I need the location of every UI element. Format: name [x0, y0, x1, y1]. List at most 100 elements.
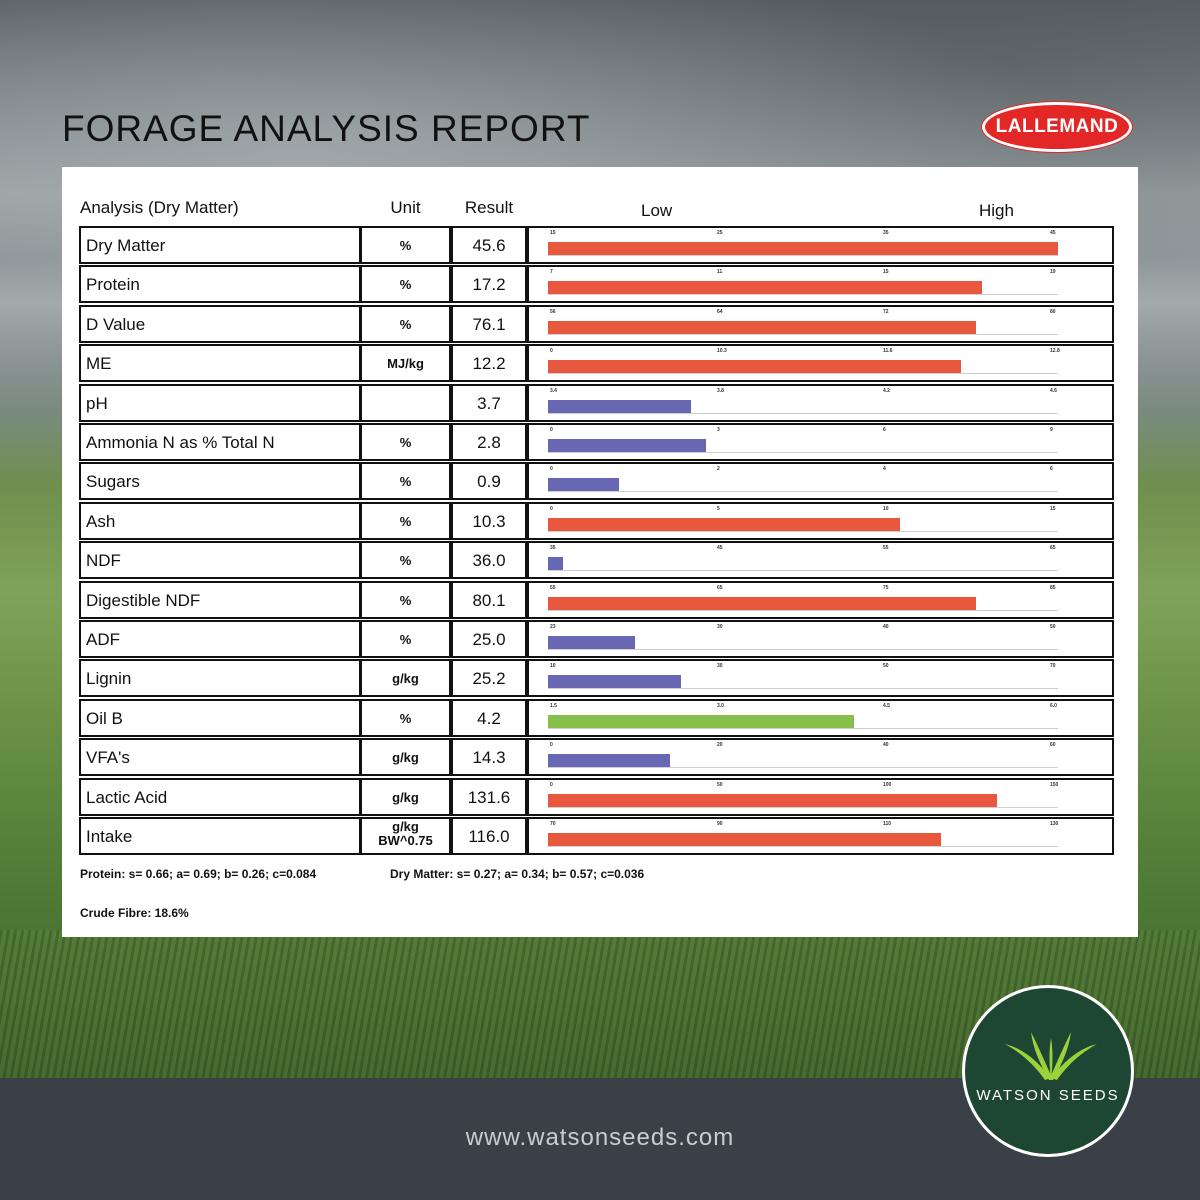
scale-tick-label: 70 [1050, 663, 1056, 669]
scale-tick-label: 4.5 [883, 703, 890, 709]
scale-tick-label: 0 [550, 427, 553, 433]
scale-tick-label: 0 [550, 782, 553, 788]
scale-tick-label: 10 [883, 506, 889, 512]
analysis-name: Dry Matter [86, 236, 166, 255]
scale-tick-label: 9 [1050, 427, 1053, 433]
analysis-name: pH [86, 394, 108, 413]
row-cell-bar [527, 541, 1114, 579]
row-cell-res [451, 226, 527, 264]
analysis-name: Lignin [86, 669, 132, 688]
scale-tick-label: 1.5 [550, 703, 557, 709]
result-bar [548, 360, 961, 373]
scale-tick-label: 10 [550, 663, 556, 669]
row-cell-name [79, 738, 361, 776]
row-cell-res [451, 817, 527, 855]
row-cell-res [451, 778, 527, 816]
scale-tick-label: 35 [550, 545, 556, 551]
unit-value: g/kg BW^0.75 [378, 819, 433, 848]
crude-fibre-note: Crude Fibre: 18.6% [80, 906, 189, 920]
scale-tick-label: 150 [1050, 782, 1059, 788]
scale-tick-label: 7 [550, 269, 553, 275]
row-cell-unit [360, 541, 451, 579]
header-result: Result [464, 198, 514, 217]
scale-tick-label: 90 [717, 821, 723, 827]
result-bar [548, 675, 681, 688]
bar-baseline [548, 531, 1058, 532]
unit-value: g/kg [392, 790, 419, 805]
header-unit: Unit [390, 198, 421, 217]
analysis-name: ME [86, 354, 112, 373]
result-value: 116.0 [468, 827, 510, 846]
scale-tick-label: 55 [883, 545, 889, 551]
row-cell-name [79, 620, 361, 658]
bar-baseline [548, 649, 1058, 650]
analysis-name: ADF [86, 630, 120, 649]
scale-tick-label: 6.0 [1050, 703, 1057, 709]
bar-baseline [548, 255, 1058, 256]
result-value: 25.2 [472, 669, 506, 688]
row-cell-unit [360, 738, 451, 776]
result-bar [548, 754, 670, 767]
scale-tick-label: 3.0 [717, 703, 724, 709]
scale-tick-label: 40 [883, 742, 889, 748]
scale-tick-label: 10.3 [717, 348, 727, 354]
result-bar [548, 833, 941, 846]
bar-baseline [548, 767, 1058, 768]
scale-tick-label: 12.8 [1050, 348, 1060, 354]
analysis-name: VFA's [86, 748, 130, 767]
result-value: 12.2 [472, 354, 506, 373]
result-value: 36.0 [472, 551, 506, 570]
scale-tick-label: 5 [717, 506, 720, 512]
footer-url[interactable]: www.watsonseeds.com [465, 1124, 735, 1151]
result-value: 80.1 [472, 591, 506, 610]
row-cell-name [79, 384, 361, 422]
result-bar [548, 715, 854, 728]
scale-tick-label: 23 [550, 624, 556, 630]
analysis-name: Ammonia N as % Total N [86, 433, 275, 452]
scale-tick-label: 80 [1050, 309, 1056, 315]
watson-seeds-logo [962, 985, 1134, 1157]
scale-tick-label: 15 [550, 230, 556, 236]
row-cell-res [451, 344, 527, 382]
result-bar [548, 478, 619, 491]
scale-tick-label: 15 [1050, 506, 1056, 512]
row-cell-unit [360, 226, 451, 264]
scale-tick-label: 45 [717, 545, 723, 551]
bar-baseline [548, 688, 1058, 689]
scale-tick-label: 3.4 [550, 388, 557, 394]
row-cell-unit [360, 344, 451, 382]
result-value: 131.6 [467, 788, 511, 807]
scale-tick-label: 4.6 [1050, 388, 1057, 394]
scale-tick-label: 19 [1050, 269, 1056, 275]
unit-value: % [399, 435, 412, 450]
row-cell-res [451, 384, 527, 422]
analysis-name: D Value [86, 315, 146, 334]
scale-tick-label: 64 [717, 309, 723, 315]
row-cell-name [79, 462, 361, 500]
scale-tick-label: 100 [883, 782, 892, 788]
bar-baseline [548, 373, 1058, 374]
analysis-name: Sugars [86, 472, 140, 491]
bar-baseline [548, 570, 1058, 571]
bar-baseline [548, 294, 1058, 295]
scale-tick-label: 30 [717, 663, 723, 669]
row-cell-name [79, 305, 361, 343]
scale-tick-label: 11.6 [883, 348, 893, 354]
result-bar [548, 400, 691, 413]
row-cell-unit [360, 620, 451, 658]
result-bar [548, 557, 563, 570]
analysis-name: Intake [86, 827, 133, 846]
lallemand-logo: LALLEMAND [982, 102, 1132, 152]
result-value: 14.3 [472, 748, 506, 767]
row-cell-name [79, 817, 361, 855]
bar-baseline [548, 491, 1058, 492]
unit-value: g/kg [392, 671, 419, 686]
grass-icon [1005, 1032, 1097, 1080]
row-cell-res [451, 659, 527, 697]
row-cell-res [451, 541, 527, 579]
scale-tick-label: 130 [1050, 821, 1059, 827]
row-cell-name [79, 778, 361, 816]
scale-tick-label: 65 [1050, 545, 1056, 551]
row-cell-res [451, 305, 527, 343]
result-value: 3.7 [477, 394, 501, 413]
